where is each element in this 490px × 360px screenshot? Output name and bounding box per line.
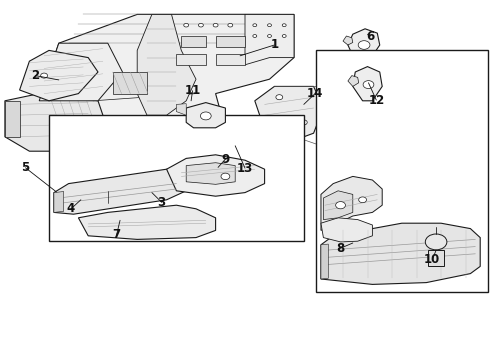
Circle shape bbox=[198, 23, 203, 27]
Polygon shape bbox=[245, 14, 294, 65]
Circle shape bbox=[253, 24, 257, 27]
Circle shape bbox=[276, 95, 283, 100]
Polygon shape bbox=[186, 103, 225, 128]
Circle shape bbox=[336, 202, 345, 209]
Polygon shape bbox=[176, 54, 206, 65]
Circle shape bbox=[276, 120, 283, 125]
Text: 13: 13 bbox=[237, 162, 253, 175]
Circle shape bbox=[300, 120, 307, 125]
Polygon shape bbox=[39, 14, 294, 144]
Polygon shape bbox=[5, 101, 20, 137]
Circle shape bbox=[268, 35, 271, 37]
Polygon shape bbox=[211, 126, 274, 169]
Circle shape bbox=[358, 41, 370, 49]
Polygon shape bbox=[321, 223, 480, 284]
Circle shape bbox=[282, 35, 286, 37]
Polygon shape bbox=[321, 244, 328, 279]
Circle shape bbox=[363, 81, 374, 89]
Polygon shape bbox=[323, 191, 353, 220]
Circle shape bbox=[253, 35, 257, 37]
Circle shape bbox=[268, 24, 271, 27]
Circle shape bbox=[162, 137, 171, 144]
Polygon shape bbox=[167, 155, 265, 196]
Polygon shape bbox=[113, 72, 147, 94]
Polygon shape bbox=[78, 205, 216, 239]
Polygon shape bbox=[5, 94, 108, 151]
Circle shape bbox=[221, 173, 230, 180]
Polygon shape bbox=[54, 169, 186, 214]
Text: 6: 6 bbox=[367, 30, 374, 42]
Polygon shape bbox=[186, 126, 235, 151]
Text: 2: 2 bbox=[31, 69, 39, 82]
Text: 9: 9 bbox=[221, 153, 229, 166]
Circle shape bbox=[133, 137, 142, 144]
Polygon shape bbox=[39, 43, 122, 101]
Text: 7: 7 bbox=[113, 228, 121, 241]
Polygon shape bbox=[176, 104, 186, 115]
Polygon shape bbox=[343, 36, 353, 45]
Polygon shape bbox=[216, 54, 245, 65]
Circle shape bbox=[41, 73, 48, 78]
Text: 4: 4 bbox=[67, 202, 75, 215]
Polygon shape bbox=[211, 119, 235, 137]
Bar bbox=[316, 50, 488, 292]
Polygon shape bbox=[255, 86, 323, 144]
Polygon shape bbox=[348, 29, 380, 58]
Polygon shape bbox=[321, 218, 372, 242]
Circle shape bbox=[425, 234, 447, 250]
Polygon shape bbox=[137, 14, 196, 115]
Text: 10: 10 bbox=[424, 253, 441, 266]
Polygon shape bbox=[428, 250, 444, 266]
Circle shape bbox=[184, 23, 189, 27]
Circle shape bbox=[236, 145, 244, 150]
Polygon shape bbox=[216, 36, 245, 47]
Bar bbox=[49, 115, 304, 241]
Text: 5: 5 bbox=[22, 161, 29, 174]
Text: 12: 12 bbox=[368, 94, 385, 107]
Polygon shape bbox=[348, 76, 359, 86]
Polygon shape bbox=[181, 36, 206, 47]
Text: 1: 1 bbox=[270, 39, 278, 51]
Circle shape bbox=[213, 23, 218, 27]
Polygon shape bbox=[20, 50, 98, 101]
Text: 3: 3 bbox=[158, 196, 166, 209]
Polygon shape bbox=[54, 192, 64, 212]
Text: 11: 11 bbox=[184, 84, 201, 97]
Text: 8: 8 bbox=[336, 242, 344, 255]
Polygon shape bbox=[108, 119, 196, 162]
Circle shape bbox=[200, 112, 211, 120]
Circle shape bbox=[282, 24, 286, 27]
Polygon shape bbox=[353, 67, 382, 101]
Polygon shape bbox=[321, 176, 382, 230]
Polygon shape bbox=[186, 163, 235, 184]
Circle shape bbox=[359, 197, 367, 203]
Text: 14: 14 bbox=[307, 87, 323, 100]
Circle shape bbox=[202, 134, 210, 140]
Circle shape bbox=[228, 23, 233, 27]
